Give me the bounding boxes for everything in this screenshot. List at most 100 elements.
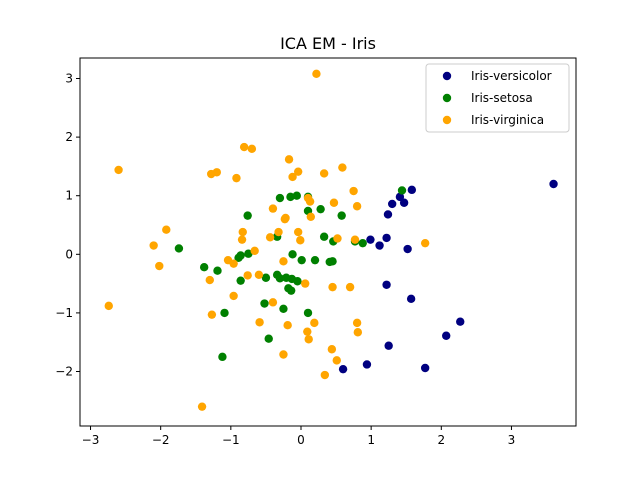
data-point	[353, 328, 363, 337]
x-tick-label: −3	[82, 433, 100, 447]
data-point	[205, 275, 214, 285]
data-point	[237, 235, 247, 244]
x-axis-ticks: −3 −2 −1 0 1 2 3	[82, 426, 516, 447]
data-point	[292, 191, 301, 200]
data-point	[255, 318, 264, 327]
data-point	[382, 233, 391, 243]
data-point	[338, 163, 347, 172]
data-point	[207, 310, 217, 319]
data-point	[332, 356, 341, 365]
data-point	[250, 246, 259, 255]
data-point	[279, 257, 288, 266]
legend-marker	[442, 93, 452, 103]
data-point	[293, 277, 302, 286]
legend-marker	[442, 115, 452, 125]
plot-frame	[79, 57, 577, 427]
data-point	[319, 232, 329, 241]
data-point	[279, 304, 288, 313]
data-point	[407, 185, 417, 195]
data-point	[254, 270, 264, 280]
series-iris-versicolor	[338, 179, 558, 374]
data-point	[275, 193, 285, 203]
data-point	[337, 211, 346, 220]
data-point	[238, 227, 247, 237]
data-point	[243, 211, 252, 220]
series-iris-setosa	[174, 186, 407, 362]
data-point	[234, 253, 243, 263]
legend-label: Iris-virginica	[471, 113, 544, 127]
data-point	[244, 249, 253, 258]
x-tick-label: 1	[367, 433, 375, 447]
data-point	[384, 341, 393, 350]
legend-label: Iris-versicolor	[471, 69, 552, 83]
data-point	[403, 244, 412, 254]
data-point	[333, 234, 342, 243]
data-point	[375, 241, 384, 250]
data-point	[218, 352, 227, 362]
data-point	[283, 321, 292, 330]
data-point	[275, 274, 285, 283]
data-point	[345, 282, 355, 292]
data-point	[303, 308, 313, 318]
data-point	[366, 235, 375, 244]
legend-label: Iris-setosa	[471, 91, 533, 105]
data-point	[319, 169, 329, 178]
x-tick-label: 2	[437, 433, 445, 447]
data-point	[329, 198, 339, 207]
data-point	[338, 364, 348, 374]
data-point	[104, 301, 113, 311]
y-tick-label: 1	[65, 189, 73, 203]
data-point	[420, 363, 430, 373]
data-point	[456, 317, 465, 326]
data-point	[306, 212, 316, 221]
legend-marker	[442, 71, 452, 81]
data-point	[383, 210, 393, 219]
data-point	[350, 235, 360, 244]
data-point	[382, 280, 391, 289]
data-point	[442, 331, 451, 340]
x-tick-label: −2	[152, 433, 170, 447]
data-point	[286, 192, 295, 202]
x-tick-label: 0	[297, 433, 305, 447]
data-point	[397, 186, 407, 195]
data-point	[284, 155, 294, 164]
data-point	[305, 197, 315, 206]
data-point	[288, 172, 297, 182]
data-point	[162, 225, 171, 234]
data-point	[114, 165, 123, 175]
data-point	[358, 238, 367, 248]
y-tick-label: 0	[65, 247, 73, 261]
data-point	[327, 345, 337, 354]
data-point	[199, 263, 209, 272]
series-iris-virginica	[104, 69, 430, 411]
data-point	[220, 308, 229, 318]
data-point	[206, 169, 216, 179]
x-tick-label: −1	[222, 433, 240, 447]
data-point	[297, 255, 306, 265]
data-point	[301, 279, 310, 288]
data-point	[349, 186, 358, 196]
data-point	[387, 199, 397, 209]
data-point	[304, 335, 313, 344]
data-point	[229, 259, 238, 268]
data-point	[265, 233, 275, 242]
y-axis-ticks: −2 −1 0 1 2 3	[55, 72, 80, 379]
data-point	[261, 273, 271, 282]
x-tick-label: 3	[508, 433, 516, 447]
y-tick-label: −1	[55, 306, 73, 320]
data-point	[279, 350, 288, 359]
data-point	[232, 173, 241, 183]
data-point	[197, 402, 207, 411]
data-point	[239, 142, 249, 152]
data-point	[395, 192, 405, 202]
y-tick-label: 2	[65, 130, 73, 144]
data-point	[362, 360, 372, 369]
data-point	[399, 198, 409, 207]
data-point	[274, 227, 283, 237]
data-point	[236, 276, 245, 285]
data-point	[229, 291, 238, 301]
data-point	[406, 294, 416, 304]
data-point	[155, 261, 164, 271]
data-point	[243, 271, 252, 280]
